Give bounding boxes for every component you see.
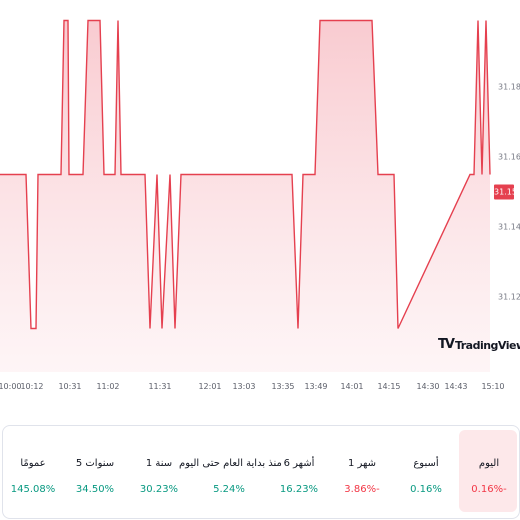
period-label: 6 أشهر — [283, 458, 315, 469]
tradingview-logo-icon: TV — [438, 337, 455, 352]
y-tick-label: 31.16 — [498, 152, 520, 162]
period-value: 30.23% — [139, 484, 179, 495]
price-chart[interactable]: 31.18 31.16 31.14 31.12 31.15 10:00 10:1… — [0, 0, 520, 400]
period-value: 34.50% — [75, 484, 115, 495]
period-value: 16.23% — [279, 484, 319, 495]
current-price-badge: 31.15 — [494, 184, 517, 200]
period-value: 145.08% — [10, 484, 56, 495]
period-label: اليوم — [478, 458, 500, 469]
period-1-year[interactable]: 1 سنة 30.23% — [129, 430, 189, 512]
y-tick-label: 31.18 — [498, 82, 520, 92]
x-tick-label: 10:12 — [20, 382, 44, 391]
chart-svg[interactable] — [0, 0, 520, 400]
x-tick-label: 13:49 — [304, 382, 328, 391]
period-label: أسبوع — [413, 458, 439, 469]
x-tick-label: 13:03 — [232, 382, 256, 391]
y-tick-label: 31.14 — [498, 222, 520, 232]
period-value: 5.24% — [213, 484, 245, 495]
period-value: 0.16% — [410, 484, 442, 495]
period-ytd[interactable]: منذ بداية العام حتى اليوم 5.24% — [179, 430, 282, 512]
x-tick-label: 14:30 — [416, 382, 440, 391]
period-label: عمومًا — [20, 458, 46, 469]
period-all-time[interactable]: عمومًا 145.08% — [3, 430, 63, 512]
period-value: 3.86%- — [344, 484, 380, 495]
tradingview-logo[interactable]: TV TradingView — [438, 337, 520, 353]
x-tick-label: 14:15 — [377, 382, 401, 391]
price-area-fill — [0, 20, 490, 372]
period-week[interactable]: أسبوع 0.16% — [396, 430, 456, 512]
period-label: 5 سنوات — [75, 458, 115, 469]
tradingview-logo-text: TradingView — [454, 338, 520, 352]
period-value: 0.16%- — [471, 484, 507, 495]
period-label: 1 شهر — [347, 458, 377, 469]
period-6-months[interactable]: 6 أشهر 16.23% — [269, 430, 329, 512]
x-tick-label: 12:01 — [198, 382, 222, 391]
x-tick-label: 11:31 — [148, 382, 172, 391]
y-tick-label: 31.12 — [498, 292, 520, 302]
x-tick-label: 13:35 — [271, 382, 295, 391]
x-tick-label: 14:43 — [444, 382, 468, 391]
x-tick-label: 10:31 — [58, 382, 82, 391]
period-today[interactable]: اليوم 0.16%- — [459, 430, 517, 512]
x-tick-label: 14:01 — [340, 382, 364, 391]
period-1-month[interactable]: 1 شهر 3.86%- — [332, 430, 392, 512]
x-tick-label: 11:02 — [96, 382, 120, 391]
x-tick-label: 15:10 — [481, 382, 505, 391]
period-label: منذ بداية العام حتى اليوم — [179, 458, 282, 469]
x-tick-label: 10:00 — [0, 382, 22, 391]
period-label: 1 سنة — [145, 458, 173, 469]
period-5-years[interactable]: 5 سنوات 34.50% — [65, 430, 125, 512]
